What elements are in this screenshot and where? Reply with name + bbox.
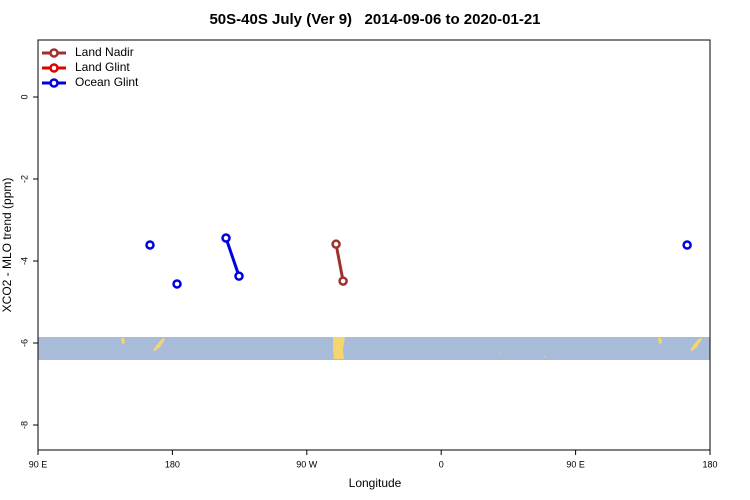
series-point [221, 233, 231, 243]
legend-label: Ocean Glint [75, 75, 139, 89]
series-line [334, 243, 345, 282]
x-tick-label: 0 [439, 459, 444, 469]
series-point [172, 279, 182, 289]
y-tick-label: -2 [19, 175, 29, 183]
series-point [145, 240, 155, 250]
band [38, 337, 710, 360]
series-point [338, 276, 348, 286]
legend-marker [49, 78, 59, 88]
legend-label: Land Nadir [75, 45, 134, 59]
series-point [234, 271, 244, 281]
plot-frame [37, 39, 711, 451]
legend-label: Land Glint [75, 60, 130, 74]
y-tick-label: -8 [19, 421, 29, 429]
chart-title: 50S-40S July (Ver 9) 2014-09-06 to 2020-… [209, 11, 540, 28]
y-tick-label: -4 [19, 257, 29, 265]
land-band [38, 337, 710, 360]
x-tick-label: 90 W [296, 459, 318, 469]
x-tick-label: 90 E [29, 459, 48, 469]
series-point [331, 239, 341, 249]
y-tick-label: 0 [19, 94, 29, 99]
x-tick-label: 180 [165, 459, 180, 469]
x-tick-label: 90 E [566, 459, 585, 469]
x-axis-label: Longitude [349, 476, 402, 490]
y-axis-label: XCO2 - MLO trend (ppm) [0, 178, 14, 313]
legend-marker [49, 48, 59, 58]
legend-marker [49, 63, 59, 73]
series-line [224, 237, 241, 277]
x-tick-label: 180 [702, 459, 717, 469]
y-tick-label: -6 [19, 339, 29, 347]
series-point [682, 240, 692, 250]
